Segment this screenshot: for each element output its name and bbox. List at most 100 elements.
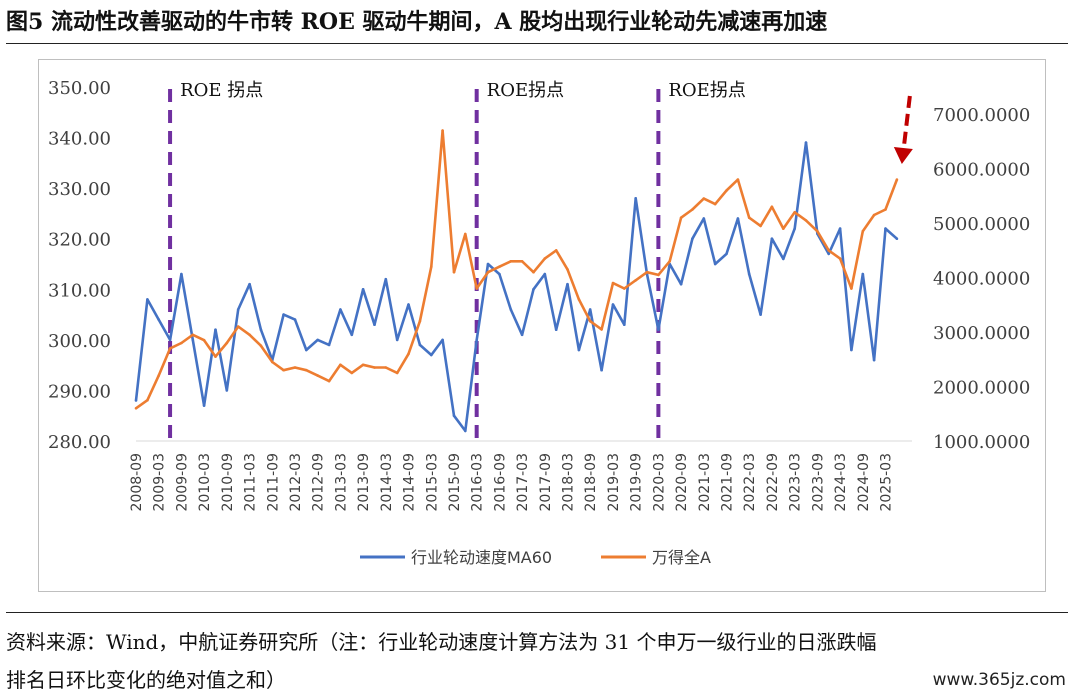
series-1-point-11 <box>259 344 263 348</box>
x-tick-9: 2013-03 <box>333 453 349 512</box>
series-0-point-17 <box>327 343 331 347</box>
series-0-point-26 <box>430 353 433 357</box>
y-right-tick-5: 6000.0000 <box>933 160 1030 181</box>
y-left-tick-6: 340.00 <box>48 129 111 150</box>
y-left-tick-5: 330.00 <box>48 179 111 200</box>
x-tick-5: 2011-03 <box>243 453 259 512</box>
series-0-point-64 <box>861 272 865 276</box>
x-tick-24: 2020-09 <box>674 453 690 512</box>
series-1-point-52 <box>725 189 728 192</box>
series-0-point-2 <box>157 318 160 321</box>
series-0-point-62 <box>838 227 842 230</box>
series-0-point-14 <box>293 318 297 321</box>
series-1-point-63 <box>850 287 853 290</box>
series-0-point-21 <box>373 323 376 327</box>
x-tick-3: 2010-03 <box>197 453 213 512</box>
series-0-point-50 <box>702 217 706 220</box>
series-1-point-57 <box>782 227 785 230</box>
source-rule <box>6 612 1068 613</box>
series-0-point-0 <box>134 399 138 402</box>
x-tick-19: 2018-03 <box>561 453 577 512</box>
x-tick-6: 2011-09 <box>265 453 281 512</box>
series-0-point-9 <box>236 308 240 311</box>
x-tick-29: 2023-03 <box>788 453 804 512</box>
series-1-point-8 <box>225 341 229 345</box>
y-right-tick-0: 1000.0000 <box>933 432 1030 453</box>
x-tick-8: 2012-09 <box>311 453 327 512</box>
watermark: www.365jz.com <box>926 669 1072 691</box>
series-0-point-51 <box>713 262 717 266</box>
series-1-point-21 <box>373 366 376 369</box>
series-0-point-20 <box>361 288 365 291</box>
x-tick-16: 2016-09 <box>492 453 508 512</box>
roe-marker-label-0: ROE 拐点 <box>180 80 263 101</box>
series-0-point-8 <box>225 389 229 392</box>
series-0-point-41 <box>600 368 603 372</box>
x-tick-20: 2018-09 <box>583 453 599 512</box>
roe-marker-label-1: ROE拐点 <box>487 80 564 101</box>
series-1-point-7 <box>214 355 217 358</box>
series-1-point-54 <box>747 216 751 219</box>
series-0-point-37 <box>554 328 558 332</box>
series-1-point-50 <box>702 197 706 200</box>
x-tick-10: 2013-09 <box>356 453 372 512</box>
x-tick-0: 2008-09 <box>129 453 145 512</box>
series-1-point-42 <box>611 281 615 285</box>
series-1-point-6 <box>202 338 206 342</box>
series-1-point-45 <box>645 270 649 274</box>
series-1-point-28 <box>452 270 456 274</box>
series-0-point-42 <box>611 303 615 306</box>
series-1-point-13 <box>282 368 285 372</box>
x-tick-22: 2019-09 <box>629 453 645 512</box>
x-tick-31: 2024-03 <box>833 453 849 512</box>
highlight-arrow-head <box>893 147 913 164</box>
series-0-point-19 <box>350 333 354 337</box>
series-1-point-1 <box>146 398 149 402</box>
y-right-tick-3: 4000.0000 <box>933 269 1030 290</box>
y-left-tick-3: 310.00 <box>48 280 111 301</box>
series-0-point-53 <box>736 217 740 220</box>
legend-label-0: 行业轮动速度MA60 <box>411 548 552 567</box>
x-tick-23: 2020-03 <box>651 453 667 512</box>
series-1-point-34 <box>520 260 524 263</box>
series-0-point-13 <box>282 313 285 316</box>
series-1-point-66 <box>884 208 887 211</box>
series-0-point-30 <box>475 338 479 342</box>
series-0-point-49 <box>691 237 694 240</box>
series-1-point-60 <box>816 230 819 233</box>
series-1-point-12 <box>271 360 274 364</box>
series-1-point-22 <box>384 366 388 369</box>
series-1-point-10 <box>248 333 251 337</box>
series-1-point-55 <box>759 224 762 228</box>
series-0-point-22 <box>384 277 388 281</box>
series-0-point-25 <box>418 343 422 347</box>
series-1-point-19 <box>350 371 354 375</box>
series-0-point-3 <box>168 338 172 342</box>
legend-label-1: 万得全A <box>652 548 711 567</box>
series-0-point-44 <box>634 197 637 200</box>
series-1-point-56 <box>770 205 774 209</box>
series-1-point-32 <box>498 265 501 268</box>
series-0-point-5 <box>191 338 195 342</box>
series-1-point-41 <box>600 328 603 331</box>
series-0-point-33 <box>509 308 513 311</box>
series-0-point-7 <box>214 328 217 332</box>
highlight-arrow-shaft <box>901 95 912 148</box>
series-0-point-1 <box>146 298 149 301</box>
series-0-point-23 <box>395 338 399 342</box>
figure-title: 图5 流动性改善驱动的牛市转 ROE 驱动牛期间，A 股均出现行业轮动先减速再加… <box>6 9 828 35</box>
x-tick-30: 2023-09 <box>810 453 826 512</box>
y-left-tick-4: 320.00 <box>48 230 111 251</box>
series-0-point-36 <box>543 272 547 276</box>
x-tick-33: 2025-03 <box>879 453 895 512</box>
x-tick-14: 2015-09 <box>447 453 463 512</box>
x-tick-27: 2022-03 <box>742 453 758 512</box>
series-0-point-11 <box>259 328 263 332</box>
x-tick-2: 2009-09 <box>174 453 190 512</box>
series-0-point-24 <box>407 303 410 306</box>
series-1-point-47 <box>668 260 671 263</box>
series-1-point-2 <box>157 374 160 377</box>
series-1-point-15 <box>305 368 308 372</box>
series-1-point-26 <box>430 265 433 268</box>
series-0-point-15 <box>305 348 308 352</box>
